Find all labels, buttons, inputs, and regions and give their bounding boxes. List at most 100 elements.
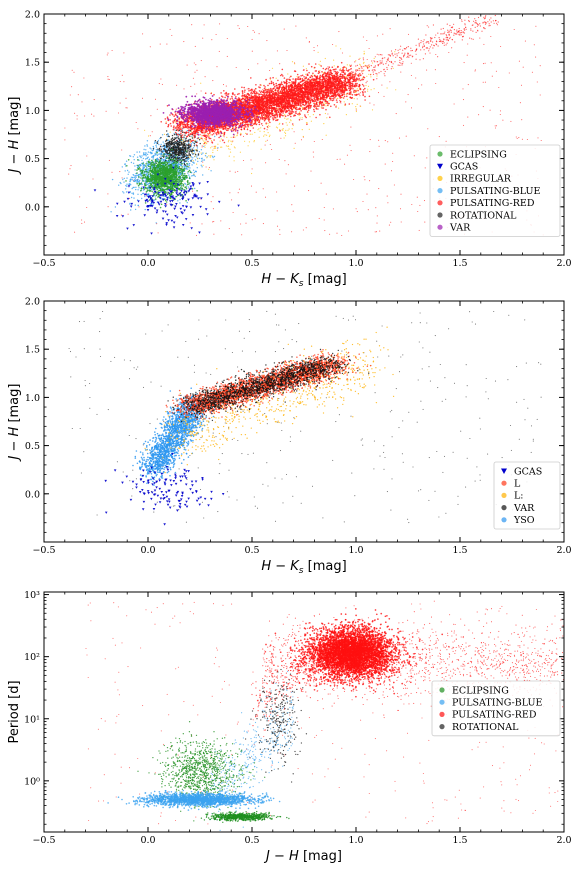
point [251,219,253,221]
point [302,65,304,67]
point [136,166,139,169]
point [535,25,537,27]
point [231,95,233,98]
point [356,103,358,105]
point [275,126,278,128]
point [211,134,213,136]
point [147,135,150,137]
point [191,175,193,177]
point [296,75,298,78]
point [136,181,138,183]
point [186,185,188,187]
point [76,115,78,117]
point [140,193,142,196]
point [147,169,149,171]
point [390,221,392,223]
point [349,69,351,71]
point [267,132,269,134]
point [230,140,232,142]
point [166,43,168,45]
point [135,176,137,178]
point [138,180,140,183]
point [129,197,131,199]
point [183,138,185,140]
point [264,144,266,146]
point [200,160,203,162]
point [254,218,256,220]
point [209,155,211,157]
point [374,56,376,58]
point [213,233,215,235]
point [201,166,203,168]
point [286,118,288,120]
point [146,186,148,189]
point [366,39,368,42]
point [132,176,134,179]
point [462,88,464,90]
point [303,76,305,78]
point [389,28,391,30]
point [277,108,279,110]
point [328,70,330,72]
point [255,84,257,86]
point [276,225,279,227]
point [302,135,304,138]
point [201,135,203,137]
point [306,123,308,126]
point [287,129,289,131]
point [276,191,278,193]
point [364,179,366,181]
point [192,169,195,171]
point [126,185,128,188]
point [359,63,361,65]
point [262,89,264,91]
point [283,137,285,139]
point [197,137,199,139]
point [151,156,153,158]
point [258,136,260,138]
point [283,28,285,30]
point [300,139,303,141]
point [204,76,206,78]
point [316,87,319,90]
point [134,204,136,206]
point [174,129,176,131]
point [132,193,135,195]
point [345,89,348,91]
point [179,173,182,176]
point [474,70,476,72]
point [474,69,476,71]
point [358,67,360,69]
point [125,97,127,99]
point [165,122,167,125]
point [212,149,214,151]
point [278,123,280,125]
point [279,128,281,131]
point [255,191,257,193]
point [537,137,539,139]
point [415,53,417,55]
point [373,88,375,90]
point [173,132,175,135]
point [349,64,351,66]
point [74,231,76,233]
point [214,135,216,138]
point [167,134,170,136]
point [279,233,281,235]
point [336,158,338,160]
point [242,159,245,162]
point [264,100,266,102]
point [193,62,195,64]
point [218,97,221,99]
point [137,174,139,177]
point [213,139,215,141]
point [164,156,167,158]
point [259,130,261,132]
point [140,162,143,165]
point [240,223,242,225]
point [320,182,322,184]
point [266,40,268,42]
point [278,158,280,161]
point [393,184,395,186]
point [502,119,504,121]
